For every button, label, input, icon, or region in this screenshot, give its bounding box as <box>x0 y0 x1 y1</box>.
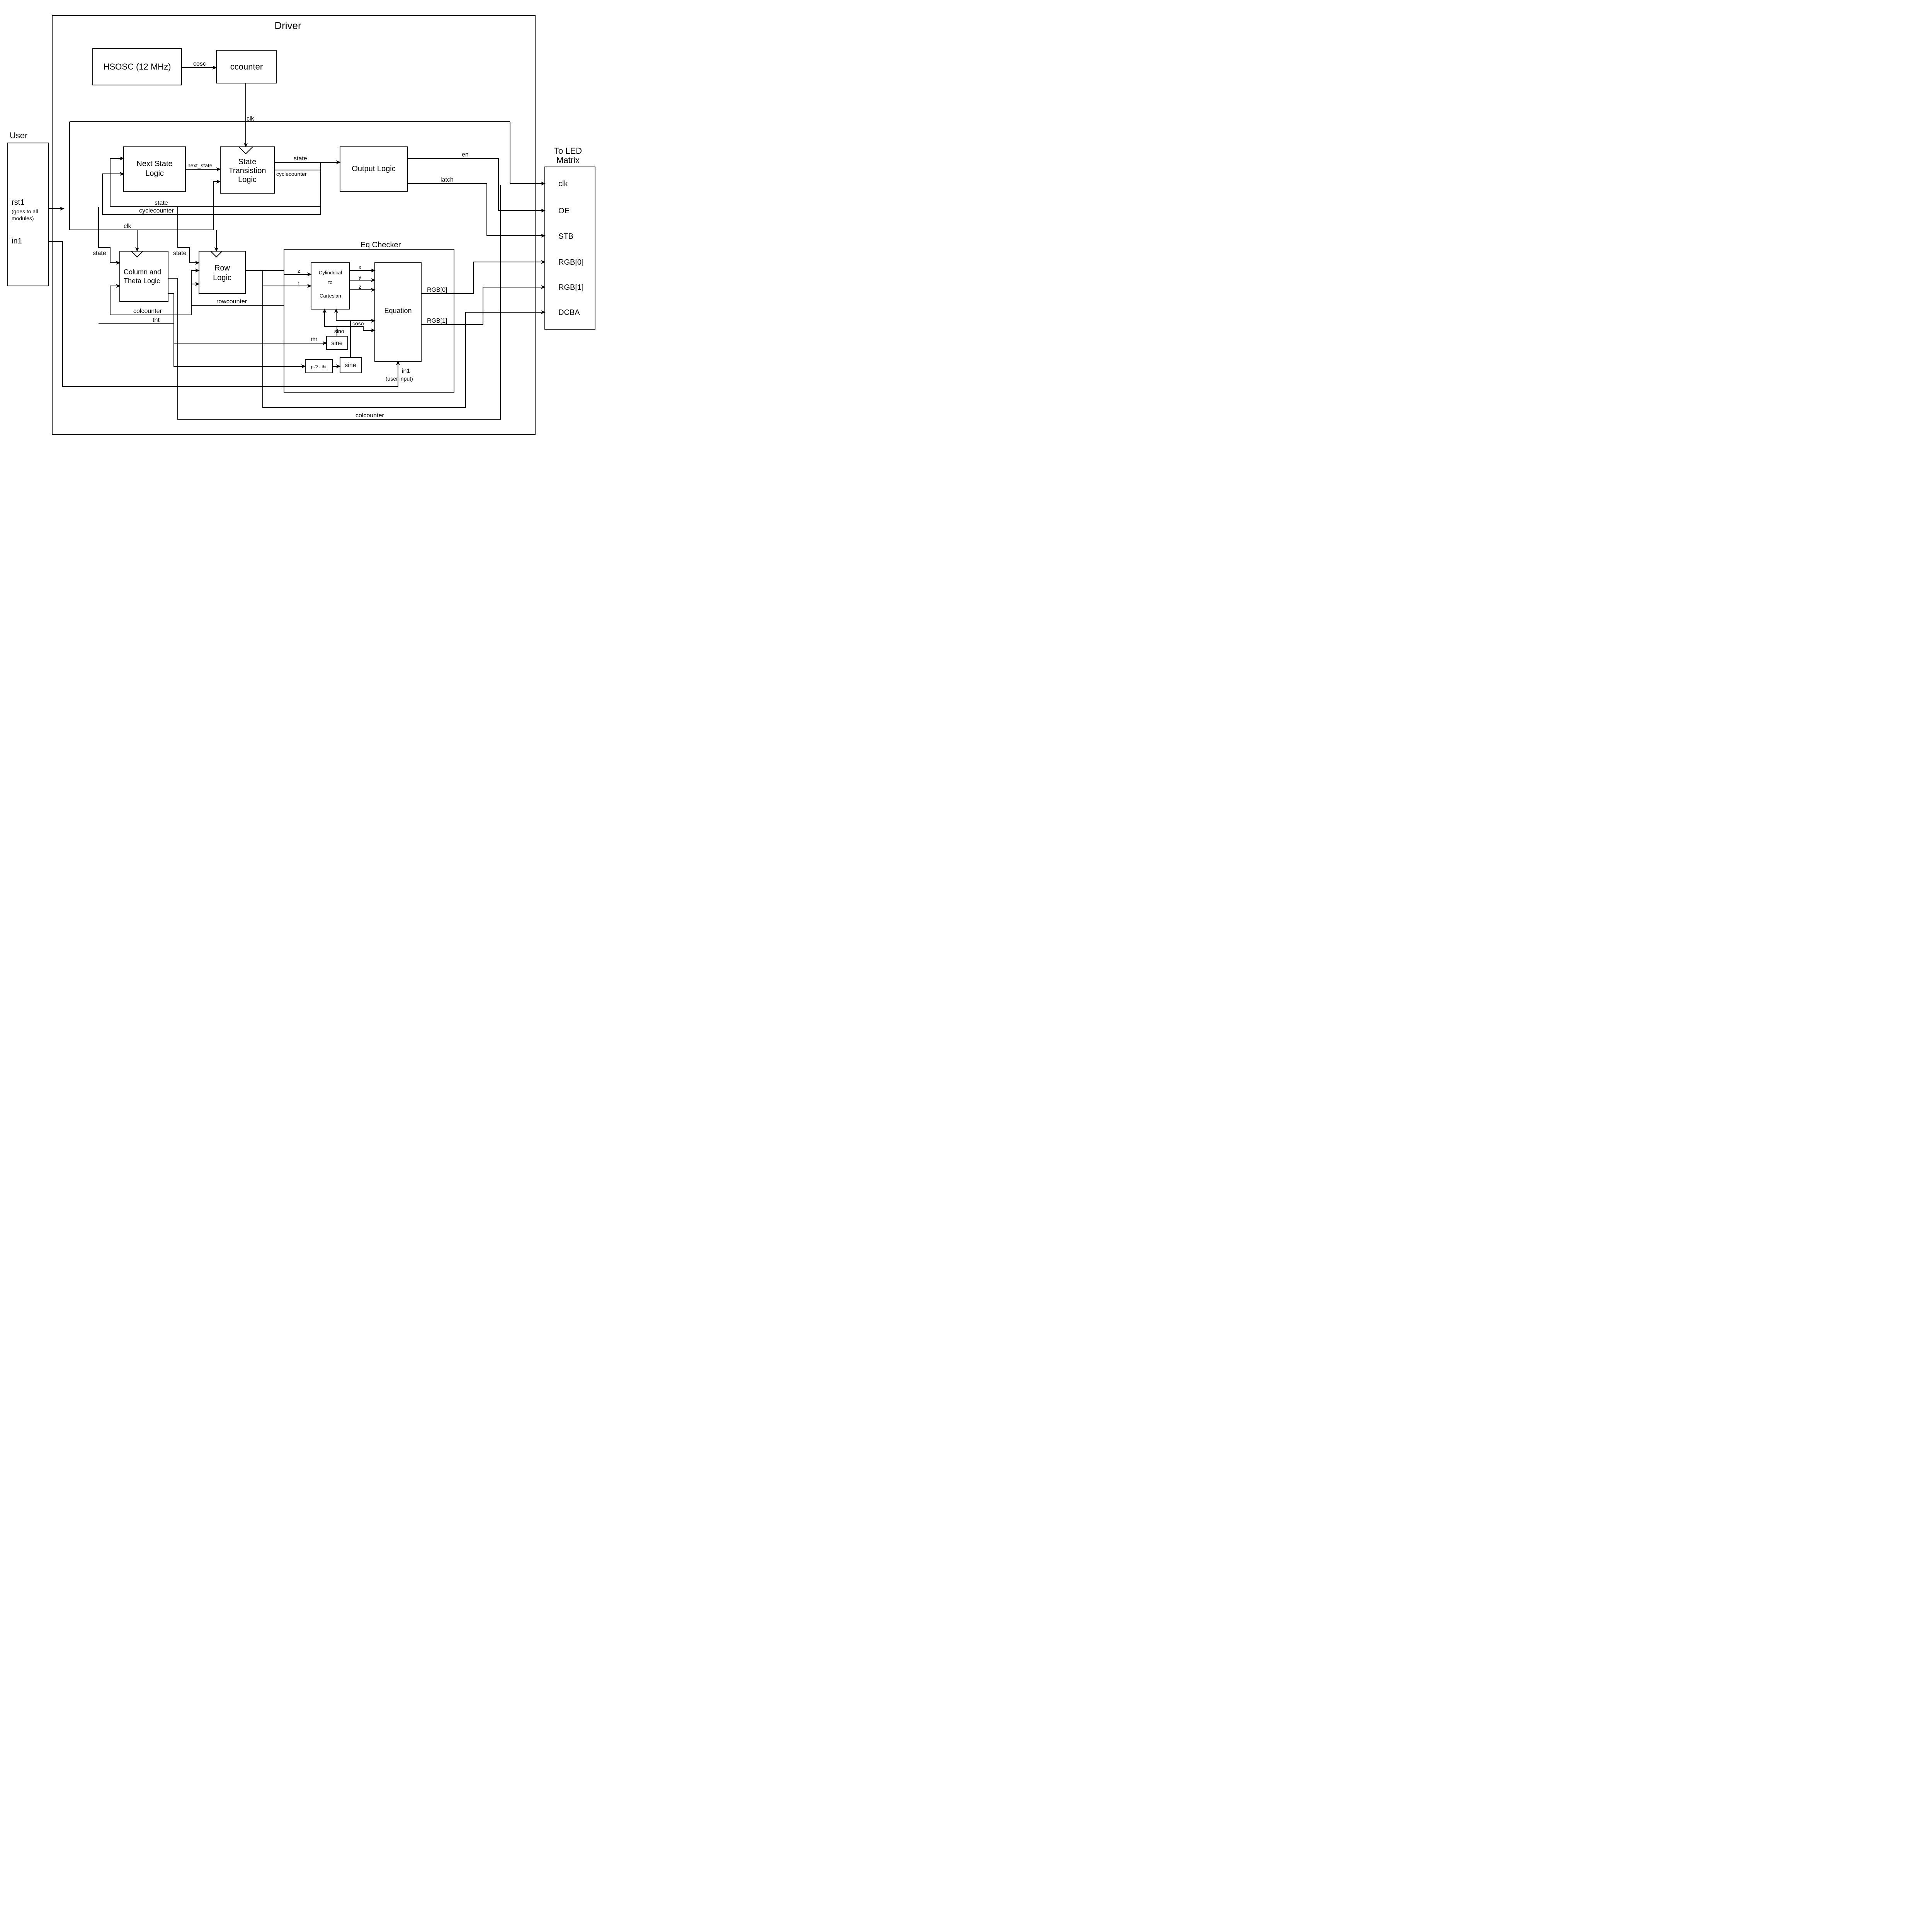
row-l1: Row <box>214 264 230 272</box>
user-in1: in1 <box>12 237 22 245</box>
next-state-label: next_state <box>187 162 213 168</box>
rgb1-label: RGB[1] <box>427 318 447 324</box>
c2c-l2: to <box>328 279 333 285</box>
colcounter-fb-label: colcounter <box>133 308 162 315</box>
sino-label: sino <box>334 328 344 334</box>
block-diagram: Driver User rst1 (goes to all modules) i… <box>0 0 618 445</box>
equation-label: Equation <box>384 307 412 315</box>
led-oe: OE <box>558 207 570 215</box>
state-row-label: state <box>173 250 187 257</box>
cycle-fb-label: cyclecounter <box>139 207 174 214</box>
stl-l1: State <box>238 158 257 166</box>
sine2-label: sine <box>345 362 356 369</box>
state-ol-label: state <box>294 155 307 162</box>
nsl-l2: Logic <box>145 169 164 178</box>
row-box <box>199 251 245 294</box>
z2-label: z <box>359 284 361 290</box>
clk-lower-label: clk <box>124 223 132 230</box>
y-label: y <box>359 274 361 280</box>
coso-label: coso <box>352 320 364 327</box>
cosc-label: cosc <box>193 61 206 67</box>
led-stb: STB <box>558 232 573 241</box>
colcounter-bus-label: colcounter <box>355 412 384 419</box>
state-ctl-label: state <box>93 250 106 257</box>
ccounter-label: ccounter <box>230 62 263 71</box>
stl-l3: Logic <box>238 175 257 184</box>
led-rgb1: RGB[1] <box>558 283 584 292</box>
tht-label: tht <box>153 317 160 323</box>
user-rst1-note1: (goes to all <box>12 208 38 214</box>
user-title: User <box>10 131 27 140</box>
nsl-l1: Next State <box>136 160 172 168</box>
led-title2: Matrix <box>556 155 580 165</box>
rowcounter-label: rowcounter <box>216 298 247 305</box>
ctl-box <box>120 251 168 301</box>
latch-label: latch <box>440 177 454 183</box>
pi2-label: pi/2 - tht <box>311 365 327 369</box>
c2c-l3: Cartesian <box>320 293 341 299</box>
ctl-l1: Column and <box>124 268 161 276</box>
ol-label: Output Logic <box>352 165 395 173</box>
r-label: r <box>298 280 299 286</box>
cycle-ol-label: cyclecounter <box>276 171 307 177</box>
state-fb-label: state <box>155 200 168 206</box>
sine1-label: sine <box>331 340 342 347</box>
x-label: x <box>359 264 361 270</box>
led-rgb0: RGB[0] <box>558 258 584 267</box>
rgb0-label: RGB[0] <box>427 287 447 293</box>
clk-label-top: clk <box>247 116 255 122</box>
en-label: en <box>462 151 469 158</box>
led-box <box>545 167 595 329</box>
eq-title: Eq Checker <box>361 241 401 249</box>
hsosc-label: HSOSC (12 MHz) <box>104 62 171 71</box>
in1-note: (user input) <box>386 376 413 382</box>
user-rst1-note2: modules) <box>12 215 34 221</box>
stl-l2: Transistion <box>228 167 266 175</box>
led-dcba: DCBA <box>558 308 580 317</box>
user-box <box>8 143 48 286</box>
tht-sine-label: tht <box>311 336 317 342</box>
ctl-l2: Theta Logic <box>124 277 160 285</box>
row-l2: Logic <box>213 274 231 282</box>
led-clk: clk <box>558 180 568 188</box>
in1-eq-label: in1 <box>402 368 410 374</box>
c2c-l1: Cylindrical <box>319 270 342 276</box>
z-label: z <box>298 268 300 274</box>
user-rst1: rst1 <box>12 198 24 207</box>
driver-title: Driver <box>274 20 301 31</box>
led-title1: To LED <box>554 146 582 156</box>
